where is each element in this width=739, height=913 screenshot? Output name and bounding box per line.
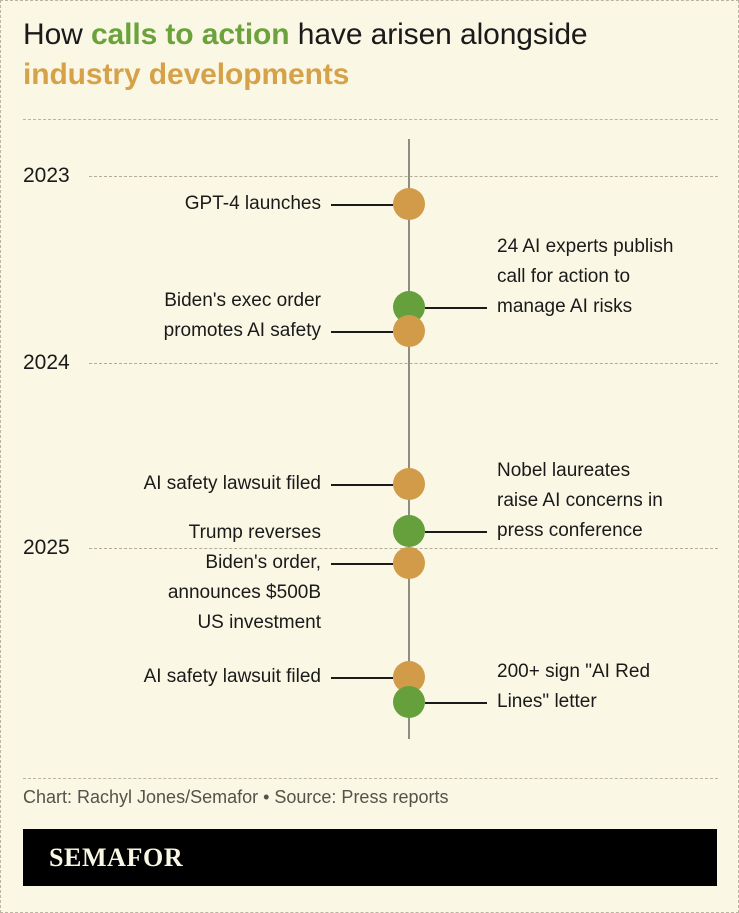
- year-label-2023: 2023: [23, 164, 70, 187]
- event-label: GPT-4 launches: [184, 193, 321, 214]
- event-label: AI safety lawsuit filed: [143, 666, 321, 687]
- title-accent-calls-to-action: calls to action: [90, 18, 290, 51]
- event-dot-orange: [393, 188, 425, 220]
- timeline-plot-area: 2023 2024 2025 GPT-4 launches 24 AI experts…: [1, 119, 738, 779]
- event-connector: [331, 677, 393, 679]
- event-connector: [425, 531, 487, 533]
- chart-credit: Chart: Rachyl Jones/Semafor • Source: Pr…: [23, 787, 449, 807]
- year-label-2025: 2025: [23, 536, 70, 559]
- event-connector: [425, 307, 487, 309]
- event-dot-orange: [393, 547, 425, 579]
- event-dot-orange: [393, 315, 425, 347]
- title-line-1: How calls to action have arisen alongsid…: [23, 15, 713, 55]
- event-connector: [331, 331, 393, 333]
- event-connector: [331, 204, 393, 206]
- plot-top-divider: [23, 119, 718, 120]
- page-title: How calls to action have arisen alongsid…: [23, 15, 713, 95]
- event-label: 24 AI experts publish call for action to…: [497, 236, 674, 317]
- gridline-2023: [89, 176, 718, 177]
- title-text-pre: How: [23, 18, 91, 51]
- event-label: Nobel laureates raise AI concerns in pre…: [497, 460, 663, 541]
- event-label: 200+ sign "AI Red Lines" letter: [497, 661, 651, 712]
- title-text-post: have arisen alongside: [289, 18, 588, 51]
- year-label-2024: 2024: [23, 351, 70, 374]
- semafor-logo-bar: SEMAFOR: [23, 829, 717, 886]
- title-accent-industry-developments: industry developments: [23, 58, 350, 91]
- event-label: Trump reverses Biden's order, announces …: [167, 522, 321, 633]
- event-label: Biden's exec order promotes AI safety: [163, 290, 321, 341]
- title-line-2: industry developments: [23, 55, 713, 95]
- event-dot-green: [393, 515, 425, 547]
- gridline-2024: [89, 363, 718, 364]
- timeline-axis: [408, 139, 410, 739]
- event-dot-green: [393, 686, 425, 718]
- event-dot-orange: [393, 468, 425, 500]
- event-connector: [425, 702, 487, 704]
- plot-bottom-divider: [23, 778, 718, 779]
- event-label: AI safety lawsuit filed: [143, 473, 321, 494]
- event-connector: [331, 563, 393, 565]
- event-connector: [331, 484, 393, 486]
- semafor-logo-text: SEMAFOR: [49, 842, 184, 872]
